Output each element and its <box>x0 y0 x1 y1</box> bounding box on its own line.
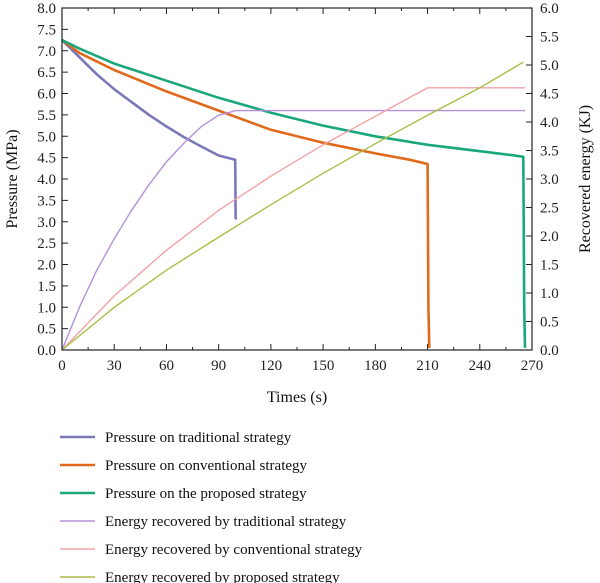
y-right-axis-title: Recovered energy (KJ) <box>577 105 594 253</box>
y-right-tick-label-11: 5.5 <box>540 30 559 46</box>
y-left-axis-title: Pressure (MPa) <box>4 129 21 228</box>
y-left-tick-label-13: 6.5 <box>37 65 56 81</box>
y-left-tick-label-15: 7.5 <box>37 22 56 38</box>
y-left-tick-label-7: 3.5 <box>37 193 56 209</box>
x-tick-label-9: 270 <box>521 358 544 374</box>
y-right-tick-label-9: 4.5 <box>540 87 559 103</box>
tick-marks <box>61 7 533 351</box>
series-line-3 <box>61 109 525 351</box>
y-right-tick-label-4: 2.0 <box>540 229 559 245</box>
x-tick-label-3: 90 <box>211 358 226 374</box>
y-right-tick-label-7: 3.5 <box>540 144 559 160</box>
y-right-tick-label-8: 4.0 <box>540 115 559 131</box>
legend-label-5: Energy recovered by proposed strategy <box>105 570 340 583</box>
x-tick-label-2: 60 <box>159 358 174 374</box>
y-left-tick-label-8: 4.0 <box>37 172 56 188</box>
series-line-1 <box>61 39 431 348</box>
y-right-tick-label-10: 5.0 <box>540 58 559 74</box>
tick-labels: 0 30 60 90 120 150 180 210 240 2700.00.51.01.52.0… <box>37 1 559 374</box>
series-line-4 <box>61 87 525 351</box>
x-tick-label-0: 0 <box>58 358 66 374</box>
y-right-tick-label-12: 6.0 <box>540 1 559 17</box>
x-tick-label-7: 210 <box>416 358 439 374</box>
x-tick-label-8: 240 <box>469 358 492 374</box>
y-left-tick-label-2: 1.0 <box>37 300 56 316</box>
plot-frame <box>61 7 533 351</box>
y-left-tick-label-14: 7.0 <box>37 44 56 60</box>
legend-label-4: Energy recovered by conventional strateg… <box>105 542 363 558</box>
y-left-tick-label-4: 2.0 <box>37 258 56 274</box>
y-left-tick-label-16: 8.0 <box>37 1 56 17</box>
y-left-tick-label-10: 5.0 <box>37 129 56 145</box>
series-line-5 <box>61 61 524 351</box>
x-tick-label-1: 30 <box>107 358 122 374</box>
y-right-tick-label-2: 1.0 <box>540 286 559 302</box>
legend-label-1: Pressure on conventional strategy <box>105 458 308 474</box>
y-left-tick-label-5: 2.5 <box>37 236 56 252</box>
y-left-tick-label-3: 1.5 <box>37 279 56 295</box>
legend-label-3: Energy recovered by traditional strategy <box>105 514 347 530</box>
plot-lines <box>61 38 527 351</box>
x-tick-label-5: 150 <box>312 358 335 374</box>
y-left-tick-label-12: 6.0 <box>37 87 56 103</box>
legend-label-2: Pressure on the proposed strategy <box>105 486 307 502</box>
x-tick-label-6: 180 <box>364 358 387 374</box>
series-line-2 <box>61 38 527 348</box>
legend-label-0: Pressure on traditional strategy <box>105 430 292 446</box>
y-right-tick-label-5: 2.5 <box>540 201 559 217</box>
y-left-tick-label-1: 0.5 <box>37 322 56 338</box>
y-left-tick-label-11: 5.5 <box>37 108 56 124</box>
y-right-tick-label-1: 0.5 <box>540 315 559 331</box>
y-left-tick-label-6: 3.0 <box>37 215 56 231</box>
y-right-tick-label-6: 3.0 <box>540 172 559 188</box>
y-right-tick-label-0: 0.0 <box>540 343 559 359</box>
x-tick-label-4: 120 <box>260 358 283 374</box>
legend: Pressure on traditional strategy Pressure… <box>60 430 363 583</box>
x-axis-title: Times (s) <box>267 389 327 406</box>
y-right-tick-label-3: 1.5 <box>540 258 559 274</box>
y-left-tick-label-9: 4.5 <box>37 151 56 167</box>
series-line-0 <box>61 39 238 220</box>
y-left-tick-label-0: 0.0 <box>37 343 56 359</box>
axes <box>61 7 533 351</box>
